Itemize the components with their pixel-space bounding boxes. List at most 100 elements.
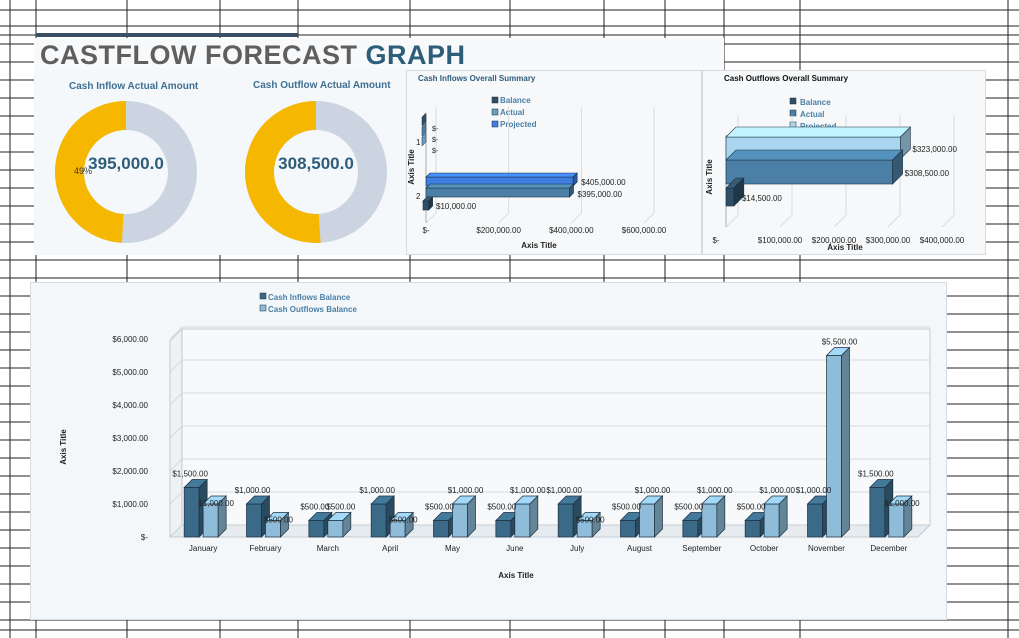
monthly-y-axis-title: Axis Title <box>59 429 68 465</box>
donut-outflow-fill-arc <box>245 101 387 243</box>
monthly-inflow-data-label: $1,500.00 <box>858 470 894 479</box>
title-part2: GRAPH <box>365 40 466 70</box>
monthly-outflow-bar-front <box>202 503 219 538</box>
inflows-value-label: $395,000.00 <box>578 190 623 199</box>
inflows-x-tick: $400,000.00 <box>549 226 594 235</box>
outflows-value-label: $14,500.00 <box>742 194 783 203</box>
monthly-outflow-data-label: $1,000.00 <box>697 486 733 495</box>
outflows-gridline-floor <box>833 214 847 228</box>
monthly-outflow-data-label: $1,000.00 <box>510 486 546 495</box>
monthly-y-tick: $1,000.00 <box>112 500 148 509</box>
monthly-x-tick: February <box>249 544 281 553</box>
inflows-actual-bar-front <box>425 187 570 198</box>
monthly-outflow-bar-side <box>654 495 663 538</box>
outflows-projected-bar-top <box>725 126 912 138</box>
inflows-projected-bar <box>425 172 578 187</box>
monthly-y-tick: $6,000.00 <box>112 335 148 344</box>
donut-outflow-center: 308,500.0 <box>278 154 354 173</box>
outflows-balance-bar-side <box>733 177 745 207</box>
monthly-inflow-bar-front <box>433 520 449 538</box>
monthly-legend-swatch <box>259 292 267 300</box>
outflows-x-tick: $- <box>712 236 719 245</box>
monthly-inflow-bar <box>370 495 396 538</box>
monthly-outflow-data-label: $1,000.00 <box>448 486 484 495</box>
monthly-outflow-data-label: $500.00 <box>264 516 293 525</box>
monthly-inflow-bar-front <box>807 503 823 538</box>
monthly-inflow-data-label: $1,000.00 <box>796 486 832 495</box>
outflows-gridline-floor <box>725 214 739 228</box>
monthly-inflow-bar-front <box>308 520 325 538</box>
inflows-actual-bar-side <box>569 183 574 198</box>
title-accent-bar <box>36 33 298 37</box>
monthly-x-tick: July <box>570 544 584 553</box>
monthly-outflow-bar <box>264 511 290 538</box>
outflows-y-axis-title: Axis Title <box>705 159 714 195</box>
monthly-inflow-data-label: $500.00 <box>300 503 329 512</box>
monthly-x-tick: March <box>317 544 339 553</box>
monthly-outflow-bar-front <box>701 503 718 538</box>
inflows-cat1-bar <box>421 122 427 137</box>
monthly-outflow-bar-side <box>529 495 539 538</box>
monthly-y-tick: $4,000.00 <box>112 401 148 410</box>
monthly-y-tick: $- <box>141 533 148 542</box>
monthly-x-tick: April <box>382 544 398 553</box>
inflows-value-label: $405,000.00 <box>581 178 626 187</box>
monthly-outflow-bar <box>513 495 539 538</box>
monthly-outflow-bar <box>638 495 664 538</box>
monthly-outflow-data-label: $1,000.00 <box>198 499 234 508</box>
outflows-x-tick: $300,000.00 <box>866 236 911 245</box>
monthly-outflow-bar <box>389 511 415 538</box>
inflows-small-label: $- <box>432 126 439 133</box>
outflows-actual-bar-front <box>725 159 893 185</box>
inflows-projected-bar-top <box>425 172 578 178</box>
monthly-x-tick: November <box>808 544 845 553</box>
title-panel <box>34 38 724 70</box>
monthly-outflow-data-label: $1,000.00 <box>884 499 920 508</box>
monthly-x-tick: December <box>870 544 907 553</box>
inflows-x-axis-title: Axis Title <box>521 241 557 250</box>
monthly-legend-swatch <box>259 304 267 312</box>
inflows-y-tick: 2 <box>416 192 421 201</box>
inflows-x-tick: $- <box>422 226 429 235</box>
outflows-balance-bar-front <box>725 187 735 207</box>
donut-inflow-title: Cash Inflow Actual Amount <box>69 81 199 92</box>
monthly-gridline-side <box>169 326 183 340</box>
monthly-outflow-bar <box>763 495 789 538</box>
outflows-legend-swatch <box>789 109 797 117</box>
monthly-legend-label: Cash Inflows Balance <box>268 293 351 302</box>
monthly-inflow-data-label: $1,000.00 <box>546 486 582 495</box>
inflows-legend-swatch <box>491 108 499 116</box>
outflows-balance-bar <box>725 177 745 207</box>
inflows-legend-label: Projected <box>500 120 537 129</box>
monthly-inflow-data-label: $1,500.00 <box>172 470 208 479</box>
donut-charts: 395,000.049% 308,500.0 <box>55 101 387 243</box>
monthly-outflow-bar-front <box>763 503 780 538</box>
outflows-summary-title: Cash Outflows Overall Summary <box>724 74 849 83</box>
donut-outflow-title: Cash Outflow Actual Amount <box>253 80 391 91</box>
monthly-gridline-side <box>169 458 183 472</box>
inflows-gridline-floor <box>643 212 655 224</box>
monthly-x-tick: May <box>445 544 460 553</box>
monthly-inflow-data-label: $500.00 <box>612 503 641 512</box>
monthly-outflow-bar-front <box>888 503 905 538</box>
monthly-x-tick: June <box>506 544 524 553</box>
inflows-cat1-bar <box>421 112 427 127</box>
monthly-x-tick: October <box>750 544 779 553</box>
inflows-actual-bar-top <box>425 183 575 189</box>
monthly-inflow-data-label: $500.00 <box>737 503 766 512</box>
outflows-gridline-floor <box>887 214 901 228</box>
monthly-y-tick: $5,000.00 <box>112 368 148 377</box>
monthly-outflow-data-label: $5,500.00 <box>822 338 858 347</box>
monthly-inflow-data-label: $1,000.00 <box>235 486 271 495</box>
monthly-outflow-bar-side <box>591 511 601 538</box>
inflows-value-label: $10,000.00 <box>436 202 477 211</box>
monthly-outflow-bar-front <box>826 355 842 538</box>
monthly-inflow-bar-front <box>246 503 262 538</box>
monthly-outflow-bar-side <box>841 346 850 538</box>
inflows-small-label: $- <box>432 137 439 144</box>
monthly-outflow-bar-front <box>327 520 344 538</box>
inflows-balance-bar <box>422 196 434 211</box>
monthly-outflow-bar-front <box>452 503 468 538</box>
inflows-summary-chart: Balance Actual Projected $- $200,000.00 $400,… <box>407 96 667 250</box>
monthly-gridline-side <box>169 491 183 505</box>
